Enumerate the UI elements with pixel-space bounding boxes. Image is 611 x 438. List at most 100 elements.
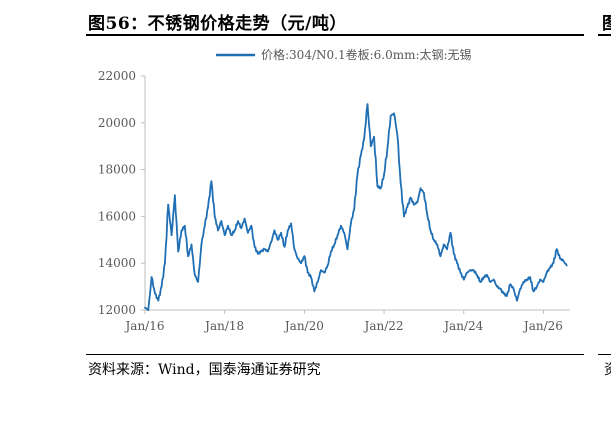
data-point [403, 215, 405, 218]
data-point [446, 248, 448, 251]
data-point [519, 288, 522, 290]
data-points [144, 103, 568, 311]
x-tick-label: Jan/18 [203, 319, 244, 333]
data-point [369, 145, 372, 148]
data-point [559, 257, 561, 260]
data-point [429, 229, 432, 232]
data-point [532, 290, 535, 293]
data-point [147, 309, 150, 311]
data-point [323, 271, 326, 274]
data-point [436, 243, 439, 246]
data-point [549, 267, 551, 269]
x-tick-label: Jan/26 [522, 319, 563, 333]
data-point [190, 243, 193, 246]
data-point [217, 229, 219, 232]
y-tick-label: 16000 [98, 209, 136, 223]
x-tick-label: Jan/20 [283, 319, 324, 333]
data-point [433, 238, 435, 241]
data-point [154, 292, 156, 295]
source-note: 资料来源：Wind，国泰海通证券研究 [88, 362, 321, 378]
data-point [353, 208, 356, 211]
data-point [516, 299, 518, 302]
data-point [227, 224, 229, 227]
x-tick-label: Jan/22 [363, 319, 404, 333]
y-tick-label: 18000 [98, 163, 136, 177]
data-point [363, 138, 365, 141]
x-tick-label: Jan/24 [442, 319, 483, 333]
data-point [439, 255, 442, 258]
legend-label: 价格:304/N0.1卷板:6.0mm:太钢:无锡 [261, 47, 472, 62]
data-point [170, 234, 173, 237]
data-point [449, 231, 452, 234]
data-point [253, 245, 256, 248]
data-point [257, 252, 259, 255]
data-point [183, 224, 186, 227]
data-point [409, 196, 412, 199]
data-point [565, 264, 568, 267]
data-point [263, 248, 266, 251]
data-point [237, 220, 239, 223]
data-point [479, 281, 482, 283]
data-point [164, 262, 166, 265]
data-point [150, 276, 153, 279]
data-point [303, 255, 306, 258]
data-point [333, 243, 336, 246]
data-point [286, 229, 289, 232]
data-point [167, 203, 170, 206]
data-point [200, 243, 203, 246]
data-point [535, 285, 538, 288]
data-point [529, 276, 532, 279]
y-tick-labels: 12000 14000 16000 18000 20000 22000 [98, 69, 145, 317]
data-point [346, 248, 349, 251]
data-point [426, 213, 429, 216]
data-point [419, 187, 422, 190]
data-point [187, 255, 190, 258]
data-point [383, 173, 385, 176]
data-point [250, 224, 253, 227]
title-rule [86, 34, 584, 36]
y-tick-label: 22000 [98, 69, 136, 83]
data-point [320, 269, 322, 272]
data-point [552, 262, 555, 265]
data-point [472, 269, 475, 272]
data-point [296, 257, 299, 260]
data-point [336, 234, 339, 237]
x-tick-labels: Jan/16 Jan/18 Jan/20 Jan/22 Jan/24 Jan/26 [123, 310, 563, 333]
data-point [496, 285, 498, 288]
data-point [330, 250, 332, 253]
data-point [290, 222, 292, 225]
next-source-rule [598, 354, 611, 355]
data-point [416, 201, 419, 204]
figure-title: 图56：不锈钢价格走势（元/吨） [88, 14, 347, 34]
data-point [486, 274, 488, 276]
data-point [389, 114, 392, 117]
data-point [300, 262, 302, 265]
data-point [466, 271, 468, 274]
data-point [203, 224, 206, 227]
data-point [442, 243, 445, 246]
data-point [180, 229, 183, 232]
data-point [197, 281, 200, 283]
data-point [280, 231, 282, 234]
data-point [539, 278, 541, 281]
data-point [499, 288, 502, 290]
data-point [207, 206, 210, 208]
data-point [462, 278, 465, 281]
data-point [379, 187, 382, 190]
data-point [406, 206, 409, 208]
data-point [562, 260, 565, 262]
data-point [413, 203, 415, 206]
data-point [350, 222, 352, 225]
data-point [489, 281, 492, 283]
data-point [522, 281, 525, 283]
data-point [459, 271, 462, 274]
data-point [373, 135, 375, 138]
data-point [399, 182, 402, 185]
data-point [267, 250, 269, 253]
source-rule [86, 354, 584, 355]
data-point [359, 154, 362, 157]
next-figure-title-fragment: 图 [602, 14, 611, 34]
y-tick-label: 12000 [98, 303, 136, 317]
data-point [220, 220, 223, 223]
